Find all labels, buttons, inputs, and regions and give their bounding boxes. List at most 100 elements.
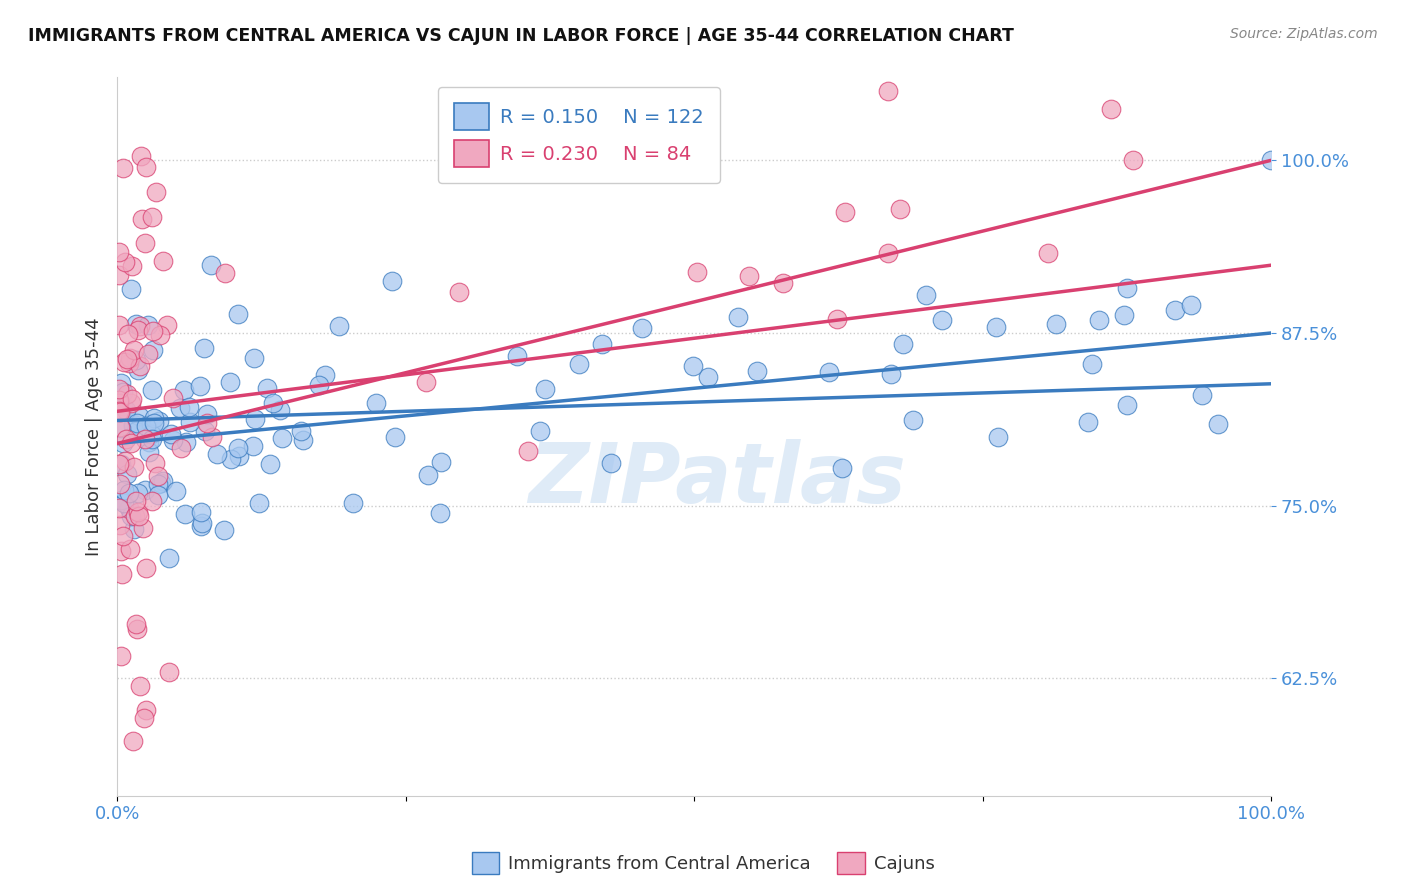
- Point: [120, 396, 142, 410]
- Point: [111, 529, 134, 543]
- Point: [125, 493, 148, 508]
- Point: [831, 461, 853, 475]
- Point: [138, 445, 160, 459]
- Point: [122, 733, 145, 747]
- Point: [381, 274, 404, 288]
- Point: [124, 522, 146, 536]
- Text: ZIPatlas: ZIPatlas: [529, 439, 905, 520]
- Point: [529, 424, 551, 438]
- Point: [114, 255, 136, 269]
- Point: [259, 457, 281, 471]
- Point: [1122, 153, 1144, 168]
- Legend: Immigrants from Central America, Cajuns: Immigrants from Central America, Cajuns: [463, 843, 943, 883]
- Point: [1036, 246, 1059, 260]
- Point: [157, 550, 180, 565]
- Point: [108, 420, 131, 434]
- Point: [1116, 398, 1139, 412]
- Point: [115, 432, 138, 446]
- Point: [112, 400, 135, 414]
- Point: [138, 435, 160, 450]
- Point: [112, 354, 135, 368]
- Point: [179, 416, 201, 430]
- Point: [1115, 280, 1137, 294]
- Point: [115, 351, 138, 366]
- Point: [118, 356, 141, 370]
- Point: [120, 435, 142, 450]
- Point: [533, 382, 555, 396]
- Point: [291, 434, 314, 448]
- Point: [152, 475, 174, 489]
- Point: [127, 363, 149, 377]
- Point: [125, 622, 148, 636]
- Point: [136, 318, 159, 332]
- Point: [121, 392, 143, 406]
- Point: [269, 402, 291, 417]
- Point: [174, 507, 197, 521]
- Point: [112, 384, 135, 399]
- Point: [219, 451, 242, 466]
- Point: [1080, 357, 1102, 371]
- Point: [141, 210, 163, 224]
- Point: [108, 404, 131, 418]
- Point: [112, 483, 135, 497]
- Point: [143, 416, 166, 430]
- Point: [125, 318, 148, 332]
- Point: [108, 405, 131, 419]
- Point: [682, 359, 704, 373]
- Y-axis label: In Labor Force | Age 35-44: In Labor Force | Age 35-44: [86, 318, 103, 556]
- Point: [134, 236, 156, 251]
- Point: [134, 711, 156, 725]
- Point: [891, 337, 914, 351]
- Legend: R = 0.150    N = 122, R = 0.230    N = 84: R = 0.150 N = 122, R = 0.230 N = 84: [439, 87, 720, 183]
- Point: [242, 351, 264, 366]
- Point: [129, 149, 152, 163]
- Point: [228, 449, 250, 463]
- Point: [148, 414, 170, 428]
- Point: [429, 506, 451, 520]
- Point: [984, 320, 1007, 334]
- Point: [328, 318, 350, 333]
- Point: [146, 477, 169, 491]
- Point: [135, 419, 157, 434]
- Point: [111, 435, 134, 450]
- Point: [876, 84, 898, 98]
- Point: [157, 665, 180, 679]
- Point: [193, 341, 215, 355]
- Point: [141, 383, 163, 397]
- Point: [110, 649, 132, 664]
- Point: [131, 211, 153, 226]
- Point: [650, 153, 672, 168]
- Point: [108, 382, 131, 396]
- Point: [127, 416, 149, 430]
- Point: [827, 312, 849, 326]
- Point: [132, 521, 155, 535]
- Point: [117, 326, 139, 341]
- Point: [631, 320, 654, 334]
- Point: [901, 413, 924, 427]
- Point: [271, 431, 294, 445]
- Point: [170, 441, 193, 455]
- Point: [110, 493, 132, 508]
- Point: [115, 387, 138, 401]
- Point: [139, 427, 162, 442]
- Point: [122, 460, 145, 475]
- Point: [108, 457, 131, 471]
- Point: [568, 358, 591, 372]
- Point: [188, 379, 211, 393]
- Point: [599, 456, 621, 470]
- Point: [745, 364, 768, 378]
- Point: [219, 375, 242, 389]
- Point: [290, 424, 312, 438]
- Point: [139, 417, 162, 432]
- Point: [818, 365, 841, 379]
- Point: [1163, 303, 1185, 318]
- Point: [108, 476, 131, 491]
- Point: [134, 483, 156, 497]
- Point: [418, 468, 440, 483]
- Point: [108, 245, 131, 260]
- Point: [112, 496, 135, 510]
- Point: [914, 288, 936, 302]
- Point: [1099, 102, 1122, 116]
- Point: [110, 420, 132, 434]
- Point: [880, 367, 903, 381]
